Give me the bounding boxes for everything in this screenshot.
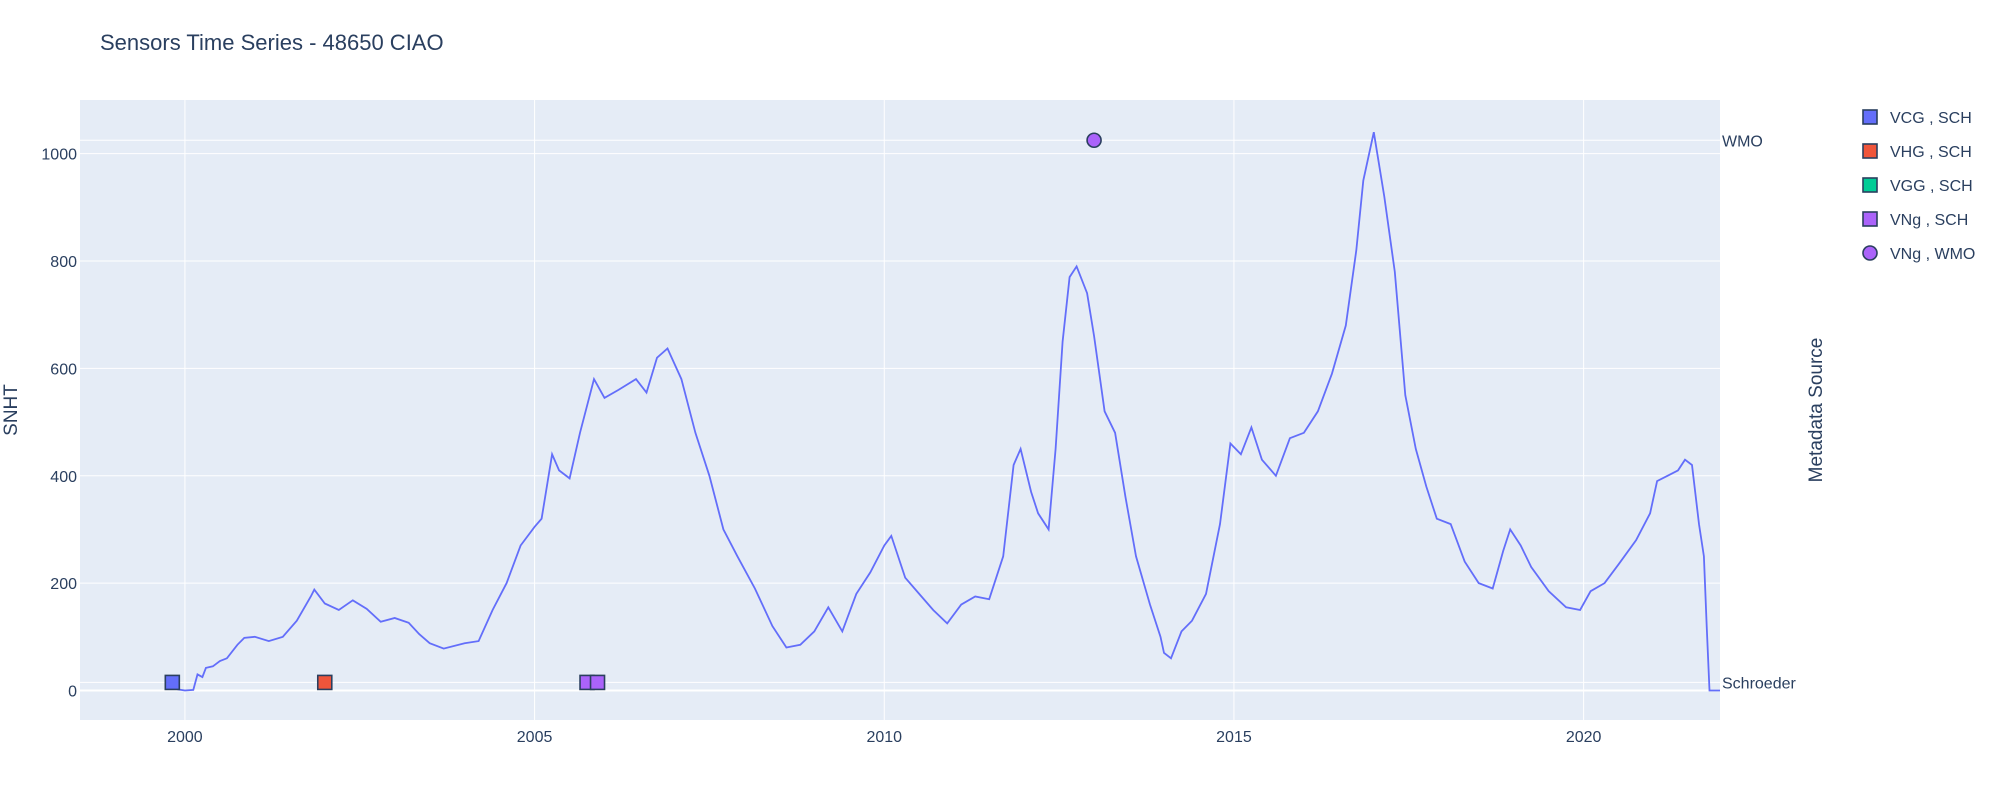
right-axis-ticks: Schroeder WMO xyxy=(1722,133,1796,692)
metadata-marker-square xyxy=(589,674,606,691)
metadata-markers xyxy=(164,132,1102,691)
plot-area xyxy=(80,100,1720,720)
legend-symbol-square xyxy=(1862,177,1878,193)
x-tick-label: 2015 xyxy=(1216,729,1252,746)
x-tick-label: 2005 xyxy=(517,729,553,746)
y-axis-ticks: 0 200 400 600 800 1000 xyxy=(41,147,77,701)
legend-item-label: VNg , SCH xyxy=(1890,212,1968,229)
legend-symbol-square xyxy=(1862,211,1878,227)
snht-series-line xyxy=(174,132,1720,692)
y-tick-label: 600 xyxy=(50,361,77,378)
y-tick-label: 1000 xyxy=(41,147,77,164)
grid-lines xyxy=(80,100,1720,720)
right-axis-title: Metadata Source xyxy=(1806,338,1827,483)
x-tick-label: 2010 xyxy=(866,729,902,746)
y-tick-label: 400 xyxy=(50,469,77,486)
legend-item-label: VNg , WMO xyxy=(1890,246,1975,263)
x-tick-label: 2000 xyxy=(167,729,203,746)
x-axis-ticks: 2000 2005 2010 2015 2020 xyxy=(167,729,1601,746)
legend: VCG , SCH VHG , SCH VGG , SCH VNg , SCH VNg … xyxy=(1862,109,1975,263)
legend-symbol-circle xyxy=(1862,245,1878,261)
y-tick-label: 0 xyxy=(68,683,77,700)
right-tick-label: WMO xyxy=(1722,133,1763,150)
legend-item-label: VHG , SCH xyxy=(1890,144,1972,161)
metadata-marker-square xyxy=(316,674,333,691)
right-tick-label: Schroeder xyxy=(1722,675,1796,692)
x-tick-label: 2020 xyxy=(1566,729,1602,746)
legend-item-label: VGG , SCH xyxy=(1890,178,1973,195)
y-tick-label: 200 xyxy=(50,576,77,593)
legend-symbol-square xyxy=(1862,143,1878,159)
chart-title: Sensors Time Series - 48650 CIAO xyxy=(100,30,444,55)
y-axis-title: SNHT xyxy=(1,384,22,436)
metadata-marker-circle xyxy=(1086,132,1102,149)
metadata-marker-square xyxy=(164,674,181,691)
y-tick-label: 800 xyxy=(50,254,77,271)
legend-item-label: VCG , SCH xyxy=(1890,110,1972,127)
legend-symbol-square xyxy=(1862,109,1878,125)
